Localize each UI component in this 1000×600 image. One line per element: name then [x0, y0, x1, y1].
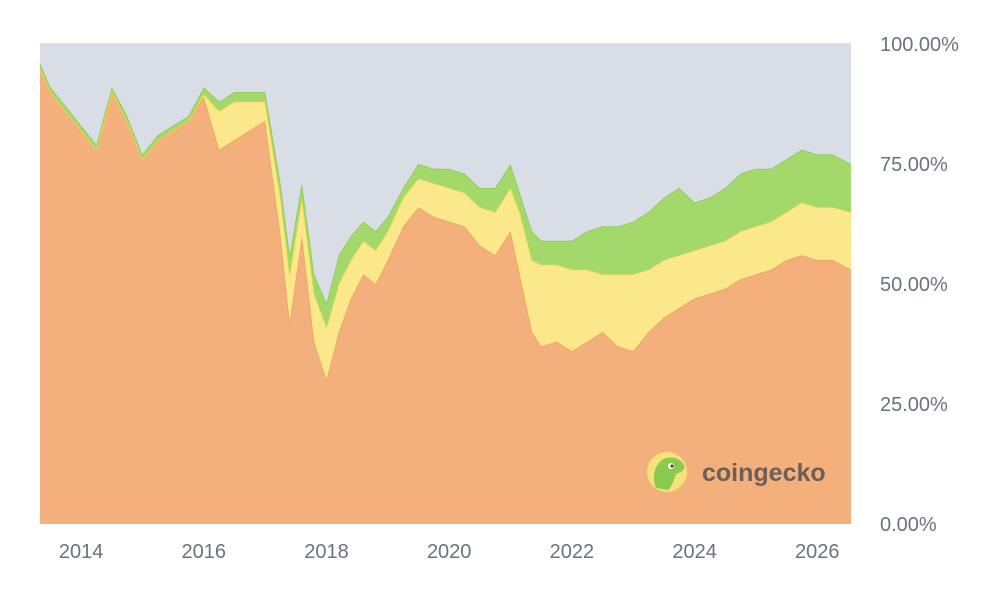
- x-tick-label: 2018: [304, 541, 349, 563]
- x-tick-label: 2026: [795, 541, 840, 563]
- y-tick-label: 75.00%: [880, 154, 948, 176]
- series-2-area: [40, 68, 851, 380]
- gecko-pupil-icon: [670, 464, 674, 468]
- coingecko-watermark: coingecko: [647, 452, 826, 492]
- y-tick-label: 100.00%: [880, 34, 959, 56]
- x-tick-label: 2024: [672, 541, 717, 563]
- series-1-area: [40, 68, 851, 524]
- y-tick-label: 25.00%: [880, 394, 948, 416]
- y-axis-ticks: 100.00% 75.00% 50.00% 25.00% 0.00%: [880, 34, 959, 536]
- series-4-area: [40, 44, 851, 304]
- x-tick-label: 2016: [182, 541, 227, 563]
- x-tick-label: 2014: [59, 541, 104, 563]
- x-tick-label: 2022: [550, 541, 595, 563]
- x-axis-ticks: 2014 2016 2018 2020 2022 2024 2026: [59, 541, 840, 563]
- chart-areas: [39, 43, 852, 524]
- series-3-area: [40, 63, 851, 328]
- y-tick-label: 0.00%: [880, 514, 937, 536]
- x-tick-label: 2020: [427, 541, 472, 563]
- watermark-text: coingecko: [702, 459, 826, 487]
- gecko-head-icon: [654, 457, 685, 490]
- y-tick-label: 50.00%: [880, 274, 948, 296]
